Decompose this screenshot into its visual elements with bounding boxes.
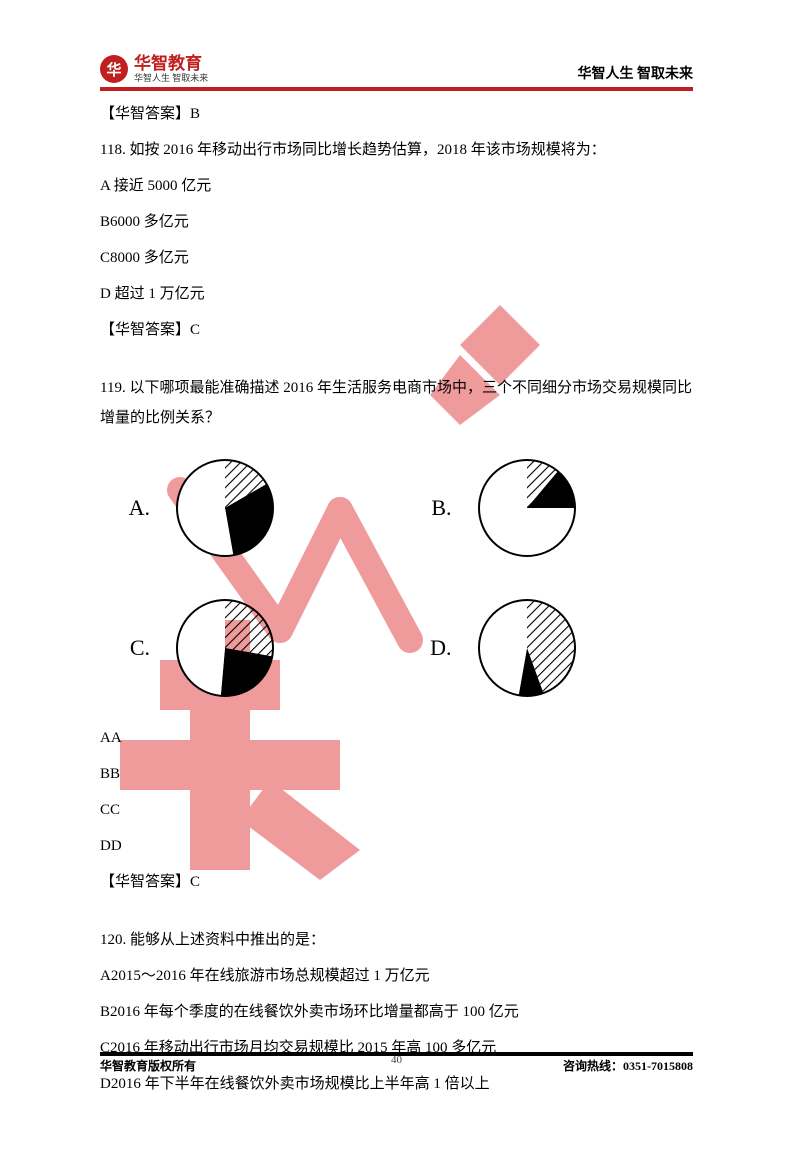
chart-label-b: B. [422, 495, 452, 521]
logo-icon: 华 [100, 55, 128, 83]
option-118-c: C8000 多亿元 [100, 243, 693, 273]
option-118-b: B6000 多亿元 [100, 207, 693, 237]
option-118-d: D 超过 1 万亿元 [100, 279, 693, 309]
option-dd: DD [100, 831, 693, 861]
option-120-a: A2015～2016 年在线旅游市场总规模超过 1 万亿元 [100, 961, 693, 991]
logo-title: 华智教育 [134, 55, 208, 72]
pie-chart-a [170, 453, 280, 563]
answer-117: 【华智答案】B [100, 99, 693, 129]
chart-label-d: D. [422, 635, 452, 661]
logo: 华 华智教育 华智人生 智取未来 [100, 55, 208, 83]
answer-118: 【华智答案】C [100, 315, 693, 345]
question-119: 119. 以下哪项最能准确描述 2016 年生活服务电商市场中，三个不同细分市场… [100, 373, 693, 433]
pie-chart-c [170, 593, 280, 703]
option-aa: AA [100, 723, 693, 753]
option-120-b: B2016 年每个季度的在线餐饮外卖市场环比增量都高于 100 亿元 [100, 997, 693, 1027]
pie-option-c: C. [120, 593, 382, 703]
header-slogan: 华智人生 智取未来 [578, 63, 694, 83]
pie-chart-d [472, 593, 582, 703]
pie-option-b: B. [422, 453, 684, 563]
question-118: 118. 如按 2016 年移动出行市场同比增长趋势估算，2018 年该市场规模… [100, 135, 693, 165]
header-divider [100, 87, 693, 91]
page-header: 华 华智教育 华智人生 智取未来 华智人生 智取未来 [100, 55, 693, 83]
option-bb: BB [100, 759, 693, 789]
answer-119: 【华智答案】C [100, 867, 693, 897]
chart-label-a: A. [120, 495, 150, 521]
question-120: 120. 能够从上述资料中推出的是： [100, 925, 693, 955]
pie-chart-b [472, 453, 582, 563]
pie-options: A. B. C. D. [120, 453, 683, 703]
option-120-d: D2016 年下半年在线餐饮外卖市场规模比上半年高 1 倍以上 [100, 1069, 693, 1099]
option-120-c: C2016 年移动出行市场月均交易规模比 2015 年高 100 多亿元 [100, 1033, 693, 1063]
pie-option-a: A. [120, 453, 382, 563]
logo-subtitle: 华智人生 智取未来 [134, 74, 208, 83]
chart-label-c: C. [120, 635, 150, 661]
option-118-a: A 接近 5000 亿元 [100, 171, 693, 201]
option-cc: CC [100, 795, 693, 825]
pie-option-d: D. [422, 593, 684, 703]
